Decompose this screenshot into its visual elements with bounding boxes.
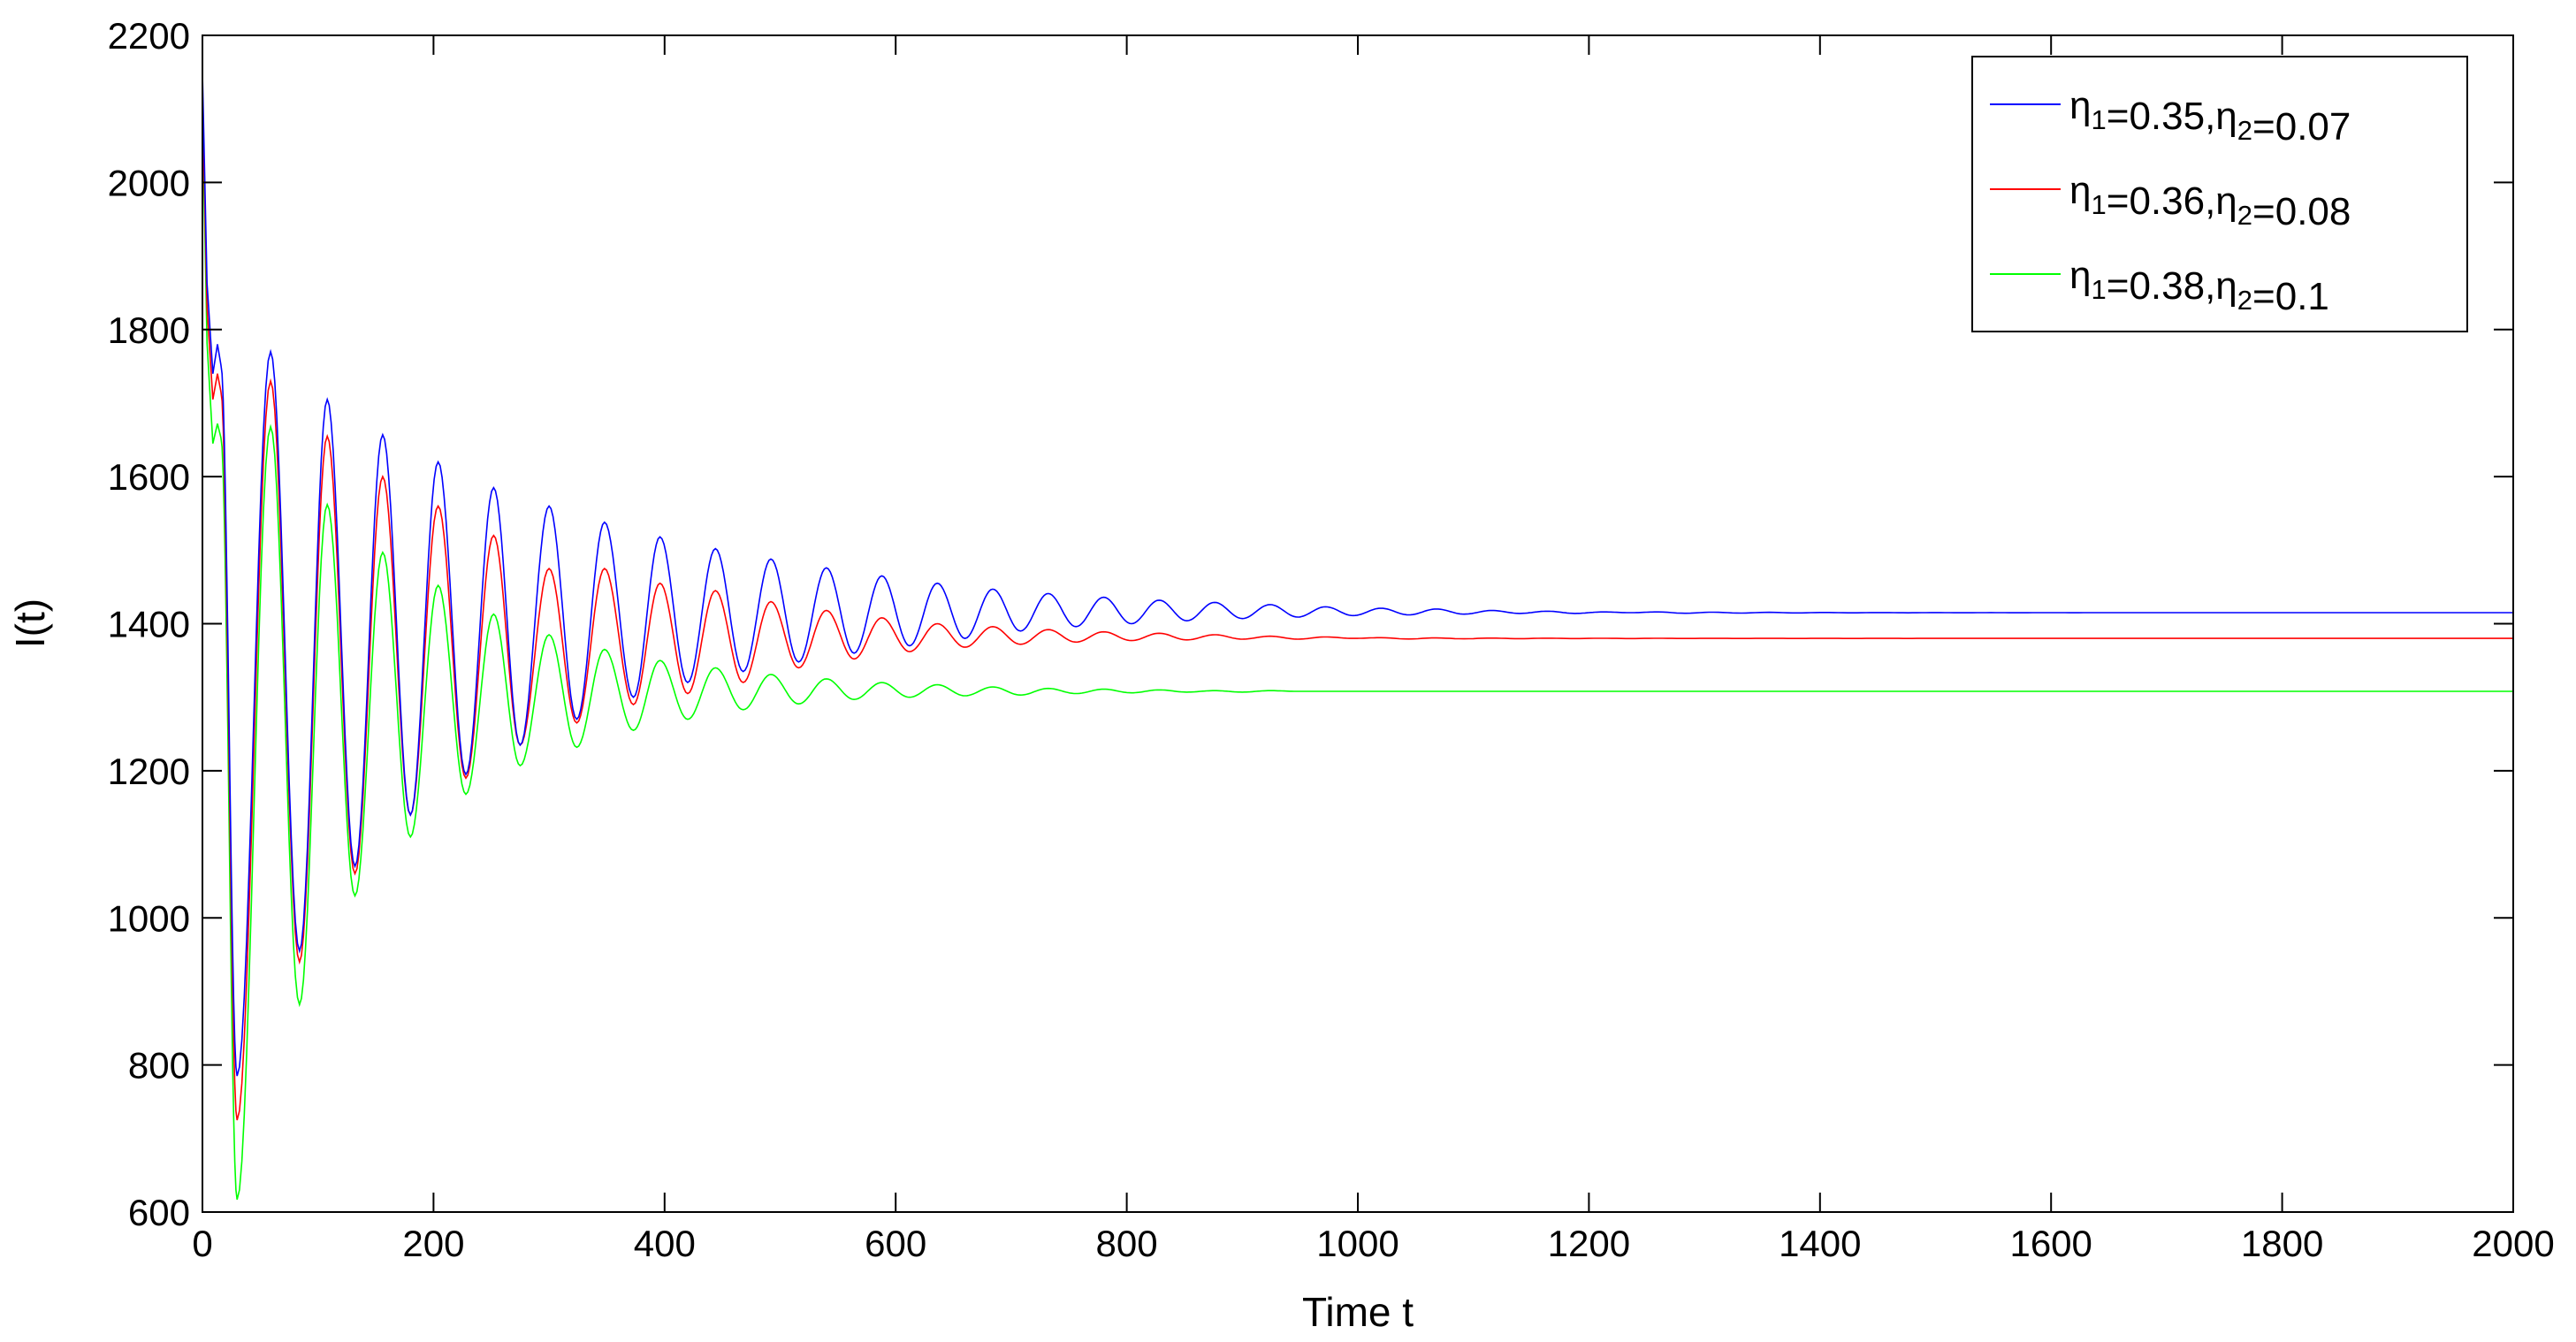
- x-tick-label: 200: [402, 1223, 464, 1264]
- x-tick-label: 400: [634, 1223, 696, 1264]
- series-line-2: [202, 109, 2513, 1201]
- x-axis-label: Time t: [1302, 1289, 1414, 1335]
- legend-entry: η1=0.36,η2=0.08: [2069, 169, 2351, 233]
- x-tick-label: 1600: [2009, 1223, 2092, 1264]
- x-tick-label: 2000: [2472, 1223, 2554, 1264]
- series-line-1: [202, 94, 2513, 1121]
- y-axis-label: I(t): [7, 599, 53, 648]
- legend: η1=0.35,η2=0.07 η1=0.36,η2=0.08 η1=0.38,η2…: [1971, 56, 2468, 332]
- x-tick-label: 0: [192, 1223, 212, 1264]
- x-tick-label: 1200: [1548, 1223, 1630, 1264]
- series-layer: [202, 72, 2513, 1201]
- legend-box: [1971, 56, 2468, 332]
- y-tick-label: 1600: [108, 456, 190, 498]
- x-axis: 0 200 400 600 800 1000 1200 1400 1600 1800 2000: [192, 35, 2555, 1264]
- x-tick-label: 1000: [1316, 1223, 1399, 1264]
- y-tick-label: 1800: [108, 309, 190, 351]
- y-axis: 600 800 1000 1200 1400 1600 1800 2000 2200: [108, 15, 2513, 1233]
- y-tick-label: 1000: [108, 897, 190, 939]
- x-tick-label: 800: [1096, 1223, 1158, 1264]
- x-tick-label: 1400: [1779, 1223, 1861, 1264]
- x-tick-label: 600: [865, 1223, 926, 1264]
- x-tick-label: 1800: [2241, 1223, 2323, 1264]
- y-tick-label: 2200: [108, 15, 190, 57]
- y-tick-label: 1400: [108, 604, 190, 645]
- y-tick-label: 2000: [108, 162, 190, 203]
- y-tick-label: 1200: [108, 751, 190, 792]
- series-line-0: [202, 72, 2513, 1077]
- legend-entry: η1=0.38,η2=0.1: [2069, 254, 2329, 318]
- legend-entry: η1=0.35,η2=0.07: [2069, 84, 2351, 149]
- y-tick-label: 800: [128, 1045, 190, 1087]
- y-tick-label: 600: [128, 1192, 190, 1233]
